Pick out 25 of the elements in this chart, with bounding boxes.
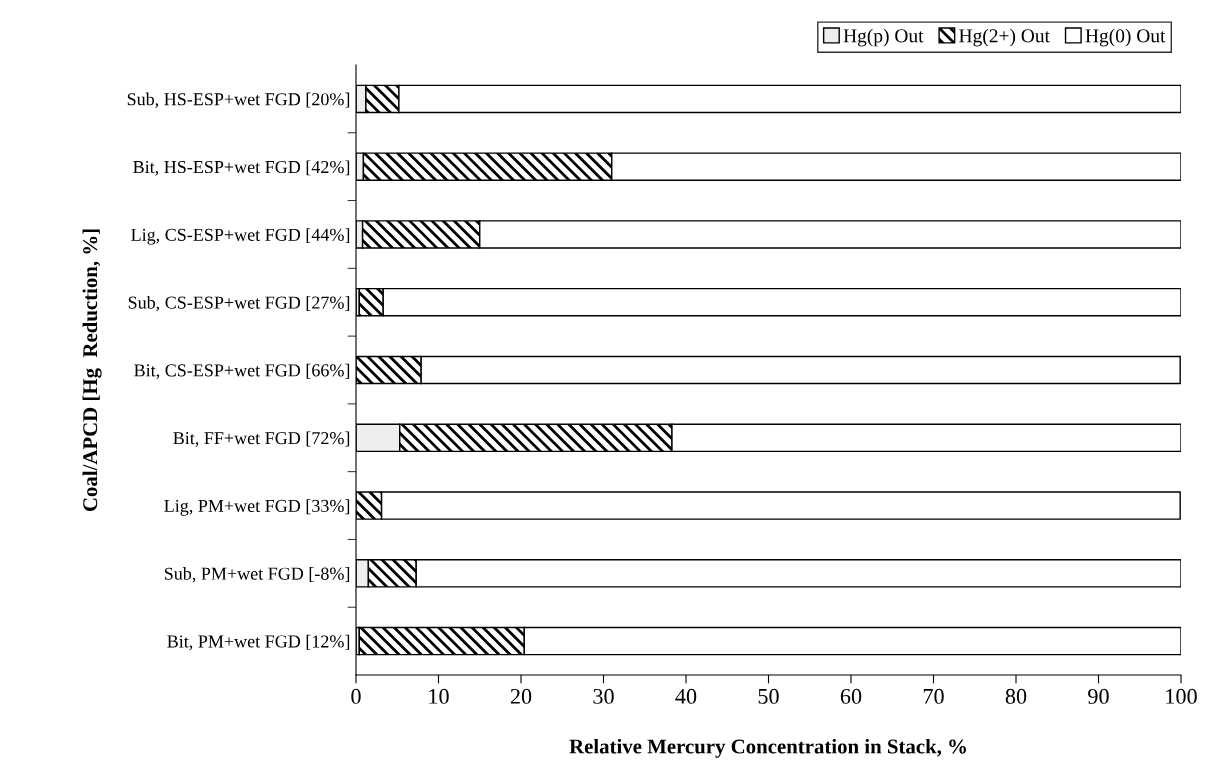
- y-tick-label: Bit, FF+wet FGD [72%]: [173, 431, 350, 447]
- y-tick-label: Sub, CS-ESP+wet FGD [27%]: [128, 295, 350, 312]
- legend-label: Hg(0) Out: [1085, 28, 1166, 47]
- x-tick-label: 0: [351, 688, 361, 704]
- x-tick-label: 10: [429, 688, 449, 704]
- x-tick-label: 60: [840, 688, 862, 704]
- x-tick-label: 50: [758, 688, 779, 704]
- x-tick-label: 100: [1166, 688, 1197, 704]
- legend-label: Hg(p) Out: [843, 28, 924, 47]
- y-tick-label: Bit, CS-ESP+wet FGD [66%]: [134, 363, 350, 380]
- y-tick-label: Bit, PM+wet FGD [12%]: [167, 634, 350, 651]
- y-axis-title: Coal/APCD [Hg Reduction, %]: [82, 229, 102, 512]
- legend-label: Hg(2+) Out: [959, 28, 1050, 47]
- y-tick-label: Sub, PM+wet FGD [-8%]: [164, 567, 350, 583]
- x-tick-label: 40: [675, 688, 697, 704]
- x-tick-label: 90: [1088, 688, 1109, 704]
- x-tick-label: 70: [923, 688, 944, 704]
- x-tick-label: 20: [510, 688, 532, 704]
- y-tick-label: Lig, PM+wet FGD [33%]: [164, 499, 350, 516]
- x-tick-label: 30: [593, 688, 614, 704]
- y-tick-label: Lig, CS-ESP+wet FGD [44%]: [131, 228, 350, 245]
- y-tick-label: Bit, HS-ESP+wet FGD [42%]: [133, 160, 350, 176]
- y-tick-label: Sub, HS-ESP+wet FGD [20%]: [127, 92, 350, 108]
- x-axis-title: Relative Mercury Concentration in Stack, %: [569, 738, 966, 758]
- x-tick-label: 80: [1005, 688, 1027, 704]
